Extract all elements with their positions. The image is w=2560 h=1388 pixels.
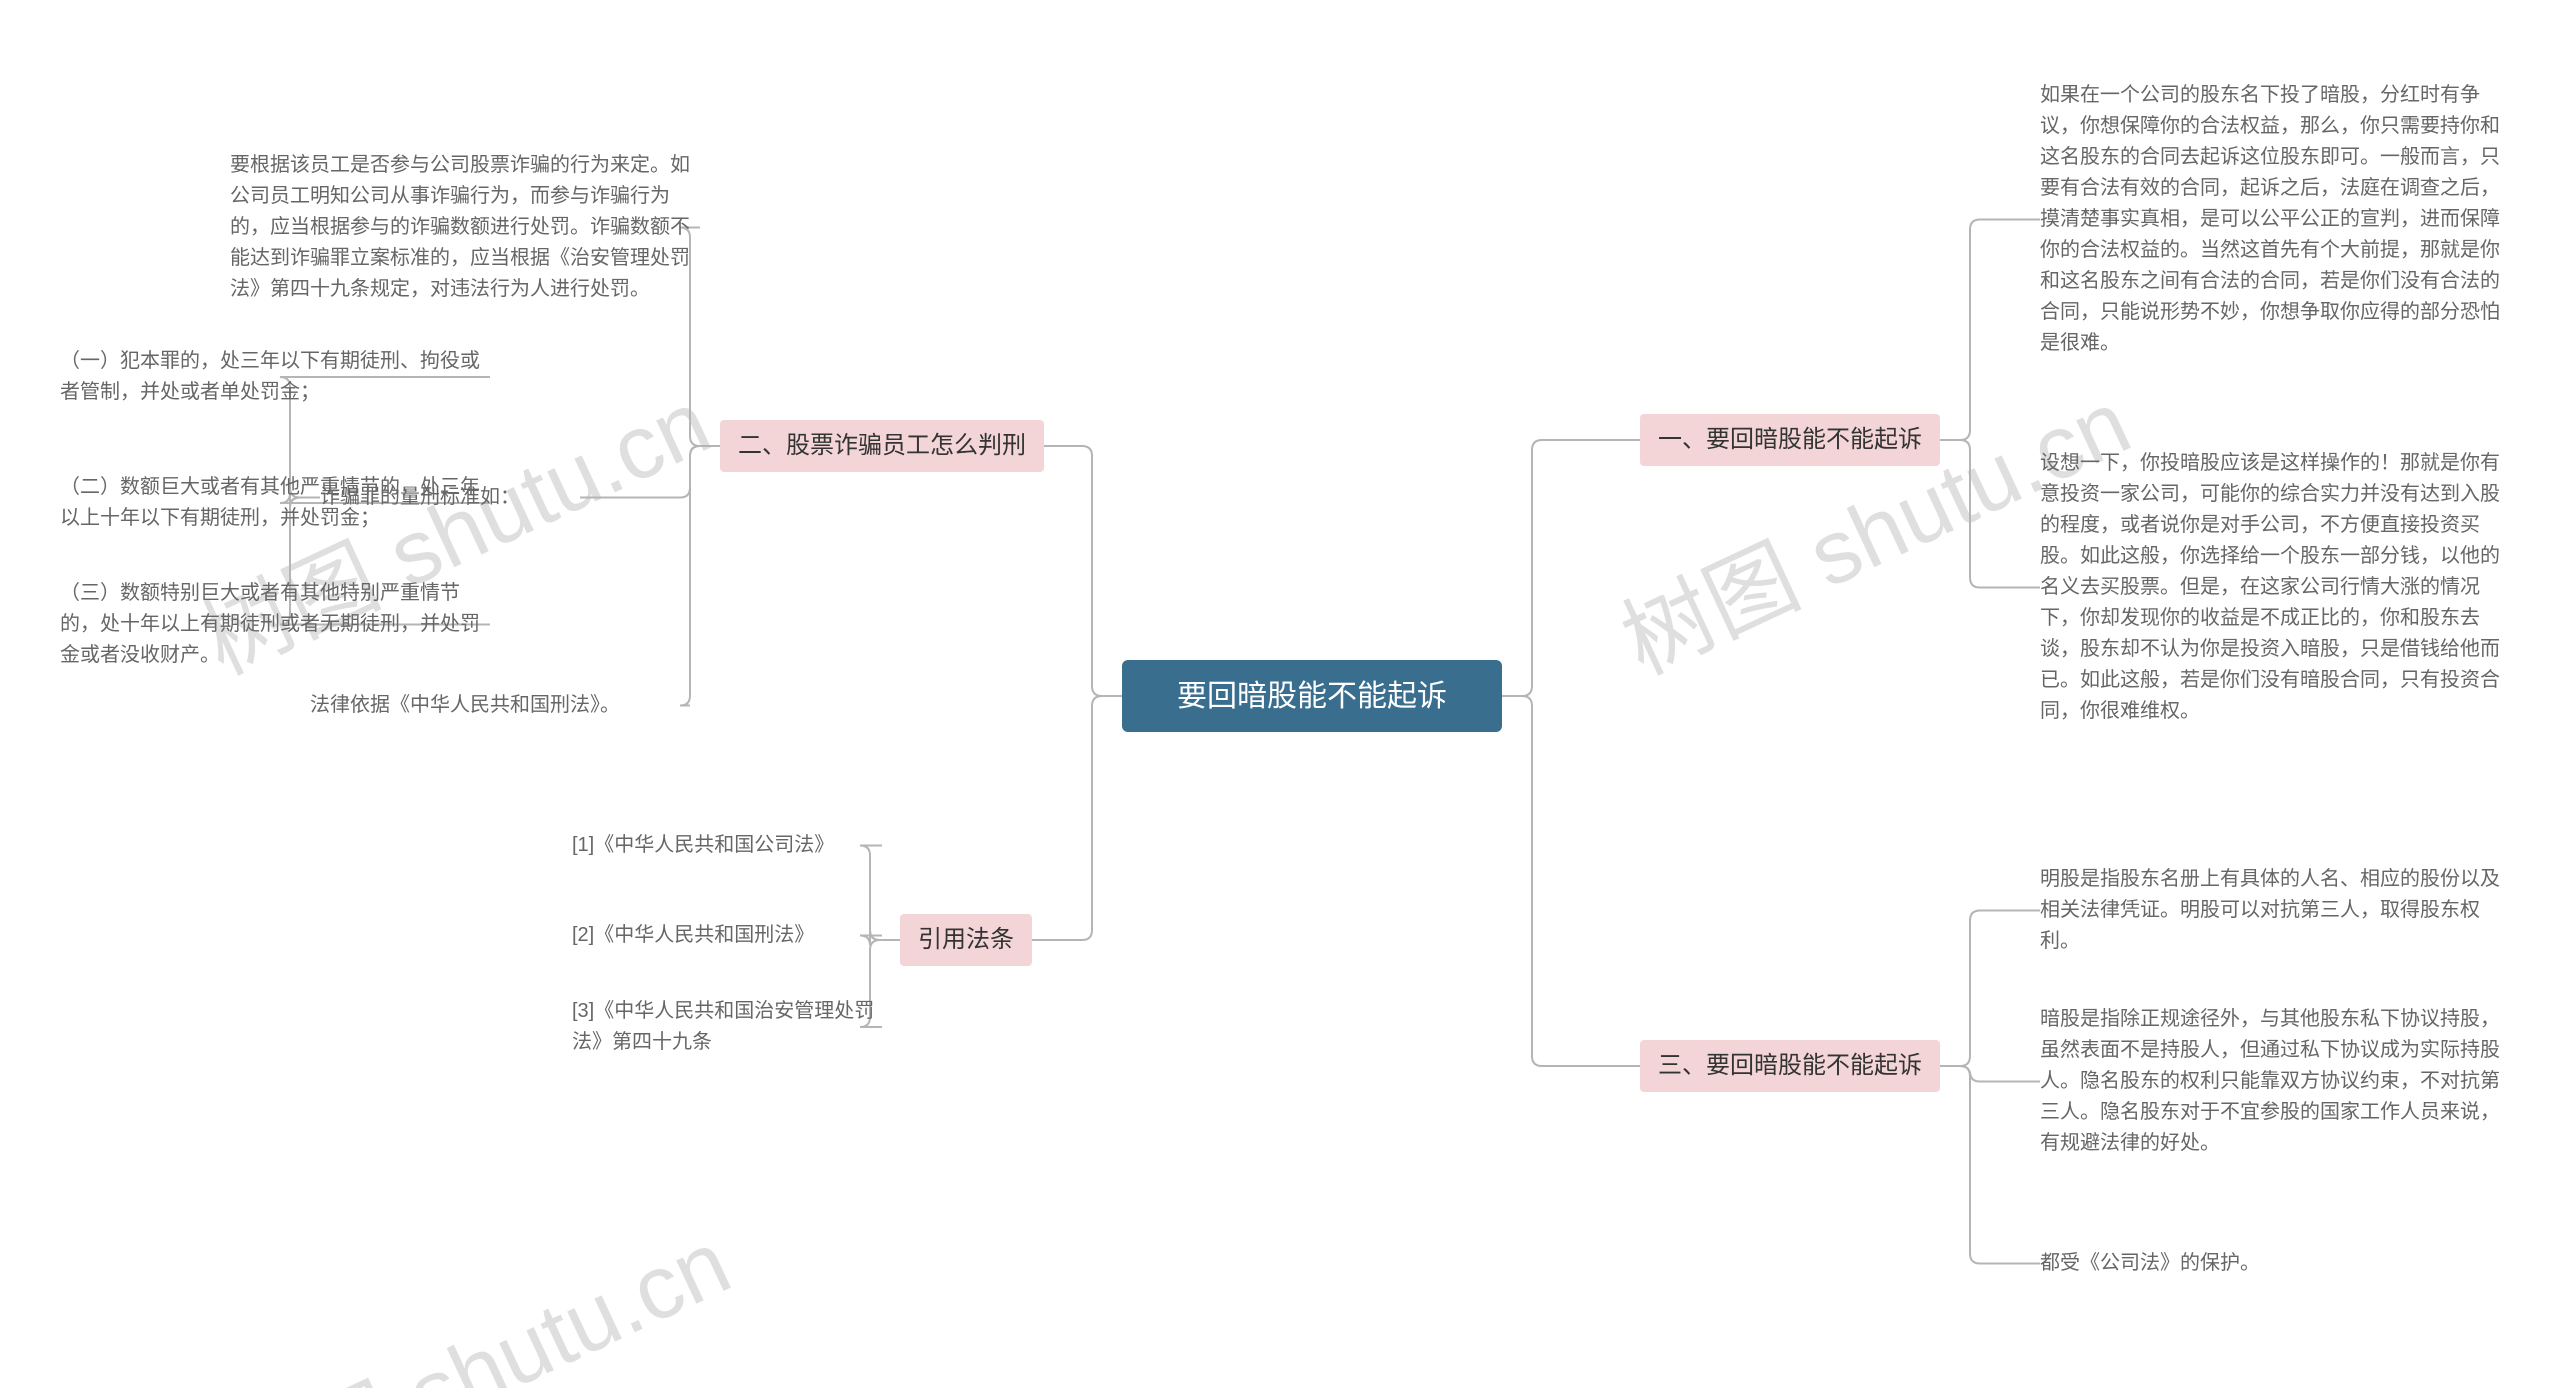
leaf-text: 法律依据《中华人民共和国刑法》。 [310, 690, 690, 721]
branch-section-1: 一、要回暗股能不能起诉 [1640, 414, 1940, 466]
leaf-text: 设想一下，你投暗股应该是这样操作的！那就是你有意投资一家公司，可能你的综合实力并… [2040, 448, 2500, 727]
leaf-text: [3]《中华人民共和国治安管理处罚法》第四十九条 [572, 996, 882, 1058]
leaf-text: 要根据该员工是否参与公司股票诈骗的行为来定。如公司员工明知公司从事诈骗行为，而参… [230, 150, 700, 305]
leaf-text: 都受《公司法》的保护。 [2040, 1248, 2500, 1279]
watermark: 树图 shutu.cn [198, 1191, 747, 1388]
leaf-text: 如果在一个公司的股东名下投了暗股，分红时有争议，你想保障你的合法权益，那么，你只… [2040, 80, 2500, 359]
leaf-text: 明股是指股东名册上有具体的人名、相应的股份以及相关法律凭证。明股可以对抗第三人，… [2040, 864, 2500, 957]
leaf-text: （一）犯本罪的，处三年以下有期徒刑、拘役或者管制，并处或者单处罚金； [60, 346, 490, 408]
leaf-text: 暗股是指除正规途径外，与其他股东私下协议持股，虽然表面不是持股人，但通过私下协议… [2040, 1004, 2500, 1159]
leaf-text: [2]《中华人民共和国刑法》 [572, 920, 882, 951]
branch-section-2: 二、股票诈骗员工怎么判刑 [720, 420, 1044, 472]
branch-section-3: 三、要回暗股能不能起诉 [1640, 1040, 1940, 1092]
leaf-text: （二）数额巨大或者有其他严重情节的，处三年以上十年以下有期徒刑，并处罚金； [60, 472, 490, 534]
leaf-text: （三）数额特别巨大或者有其他特别严重情节的，处十年以上有期徒刑或者无期徒刑，并处… [60, 578, 490, 671]
leaf-text: [1]《中华人民共和国公司法》 [572, 830, 882, 861]
branch-references: 引用法条 [900, 914, 1032, 966]
mindmap-root: 要回暗股能不能起诉 [1122, 660, 1502, 732]
